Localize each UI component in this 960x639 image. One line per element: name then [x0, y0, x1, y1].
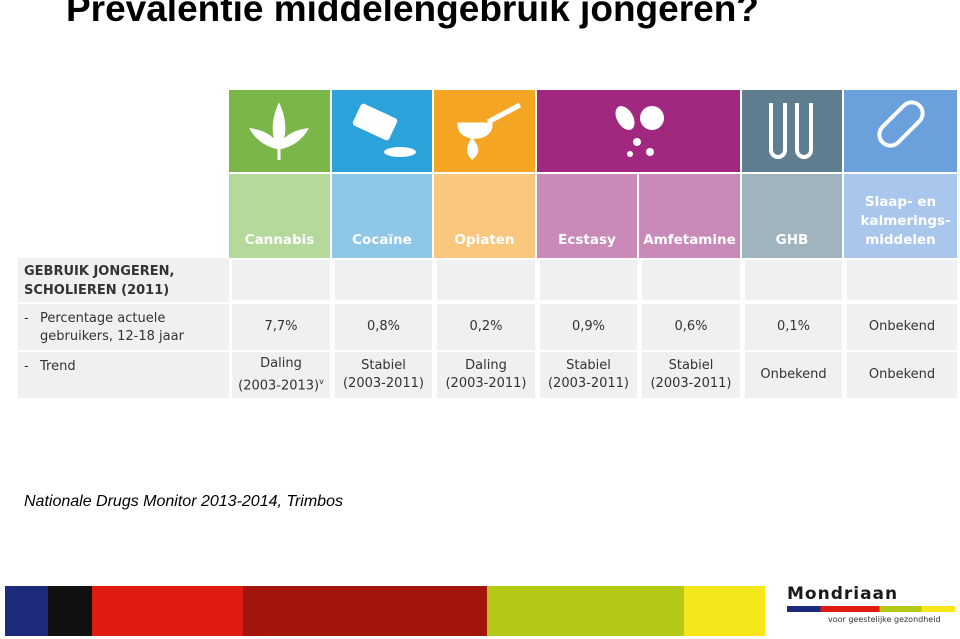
cell [232, 260, 330, 300]
cell: Onbekend [745, 352, 842, 398]
column-name: Ecstasy [558, 232, 616, 248]
column-header: Opiaten [434, 174, 535, 258]
cell-text: 0,9% [571, 319, 606, 334]
section: GEBRUIK JONGEREN, SCHOLIEREN (2011) [18, 258, 229, 302]
cell-text: Daling [465, 358, 507, 373]
cell [437, 260, 535, 300]
cell: Stabiel (2003-2011) [335, 352, 432, 398]
strip-block [48, 586, 92, 636]
cell-sub: (2003-2011) [445, 375, 526, 393]
column-header: Slaap- en kalmerings-middelen [844, 174, 957, 258]
cell: 0,8% [335, 304, 432, 350]
cell: 0,6% [642, 304, 740, 350]
row-label-text: Percentage actuele gebruikers, 12-18 jaa… [40, 311, 184, 344]
cell-text: 0,8% [366, 319, 401, 334]
column-header: Cannabis [229, 174, 330, 258]
cell: 7,7% [232, 304, 330, 350]
cell [540, 260, 637, 300]
logo-name: Mondriaan [787, 584, 899, 604]
column-name: Opiaten [454, 232, 515, 248]
cell-sub: (2003-2011) [548, 375, 629, 393]
cell [642, 260, 740, 300]
cell [745, 260, 842, 300]
cell-text: Onbekend [868, 319, 936, 334]
cell-period: (2003-2011) [547, 376, 629, 391]
cell-sub: (2003-2013)v [238, 373, 324, 395]
cell-sub: (2003-2011) [343, 375, 424, 393]
column-header: Cocaïne [332, 174, 432, 258]
logo-bar [787, 606, 955, 612]
dash: - [24, 311, 29, 326]
strip-block [243, 586, 487, 636]
cell-text: Stabiel [668, 358, 714, 373]
cell: 0,2% [437, 304, 535, 350]
strip-block [92, 586, 243, 636]
cell: Stabiel (2003-2011) [540, 352, 637, 398]
cell: Daling (2003-2013)v [232, 352, 330, 398]
cell-text: Onbekend [760, 367, 827, 382]
cell-text: 7,7% [264, 319, 298, 334]
cell-period: (2003-2011) [445, 376, 527, 391]
section-label: GEBRUIK JONGEREN, SCHOLIEREN (2011) [24, 264, 175, 298]
cell-text: Stabiel [566, 358, 611, 373]
row-label: - Trend [18, 352, 229, 398]
column-header: Ecstasy [537, 174, 637, 258]
strip-block [684, 586, 765, 636]
cell-text: 0,6% [674, 319, 708, 334]
strip-block [487, 586, 684, 636]
cell: 0,9% [540, 304, 637, 350]
column-header: GHB [742, 174, 842, 258]
row-label: - Percentage actuele gebruikers, 12-18 ja… [18, 304, 229, 350]
dash: - [24, 359, 29, 374]
cell-period: (2003-2011) [342, 376, 424, 391]
cell-period: (2003-2013) [238, 378, 320, 394]
cell-text: Stabiel [361, 358, 406, 373]
column-header: Amfetamine [639, 174, 740, 258]
cell-text: 0,1% [776, 319, 811, 334]
footnote-mark: v [319, 376, 324, 386]
cell: Onbekend [847, 352, 957, 398]
cell-period: (2003-2011) [650, 376, 732, 391]
row-label-text: Trend [40, 359, 76, 374]
cell: Daling (2003-2011) [437, 352, 535, 398]
cell: 0,1% [745, 304, 842, 350]
cell: Onbekend [847, 304, 957, 350]
cell-text: Daling [260, 355, 302, 371]
title: Prevalentie middelengebruik jongeren? [66, 0, 759, 29]
column-name: GHB [775, 232, 809, 248]
column-name: Cannabis [244, 232, 315, 248]
column-name: Cocaïne [352, 232, 412, 248]
cell-text: Onbekend [868, 367, 936, 382]
logo-tagline: voor geestelijke gezondheid [828, 615, 941, 624]
strip-block [5, 586, 48, 636]
cell [335, 260, 432, 300]
column-name: Slaap- en kalmerings-middelen [860, 194, 951, 248]
source: Nationale Drugs Monitor 2013-2014, Trimb… [24, 493, 343, 510]
column-name: Amfetamine [643, 232, 736, 248]
cell-text: 0,2% [469, 319, 503, 334]
cell [847, 260, 957, 300]
cell: Stabiel (2003-2011) [642, 352, 740, 398]
cell-sub: (2003-2011) [650, 375, 731, 393]
